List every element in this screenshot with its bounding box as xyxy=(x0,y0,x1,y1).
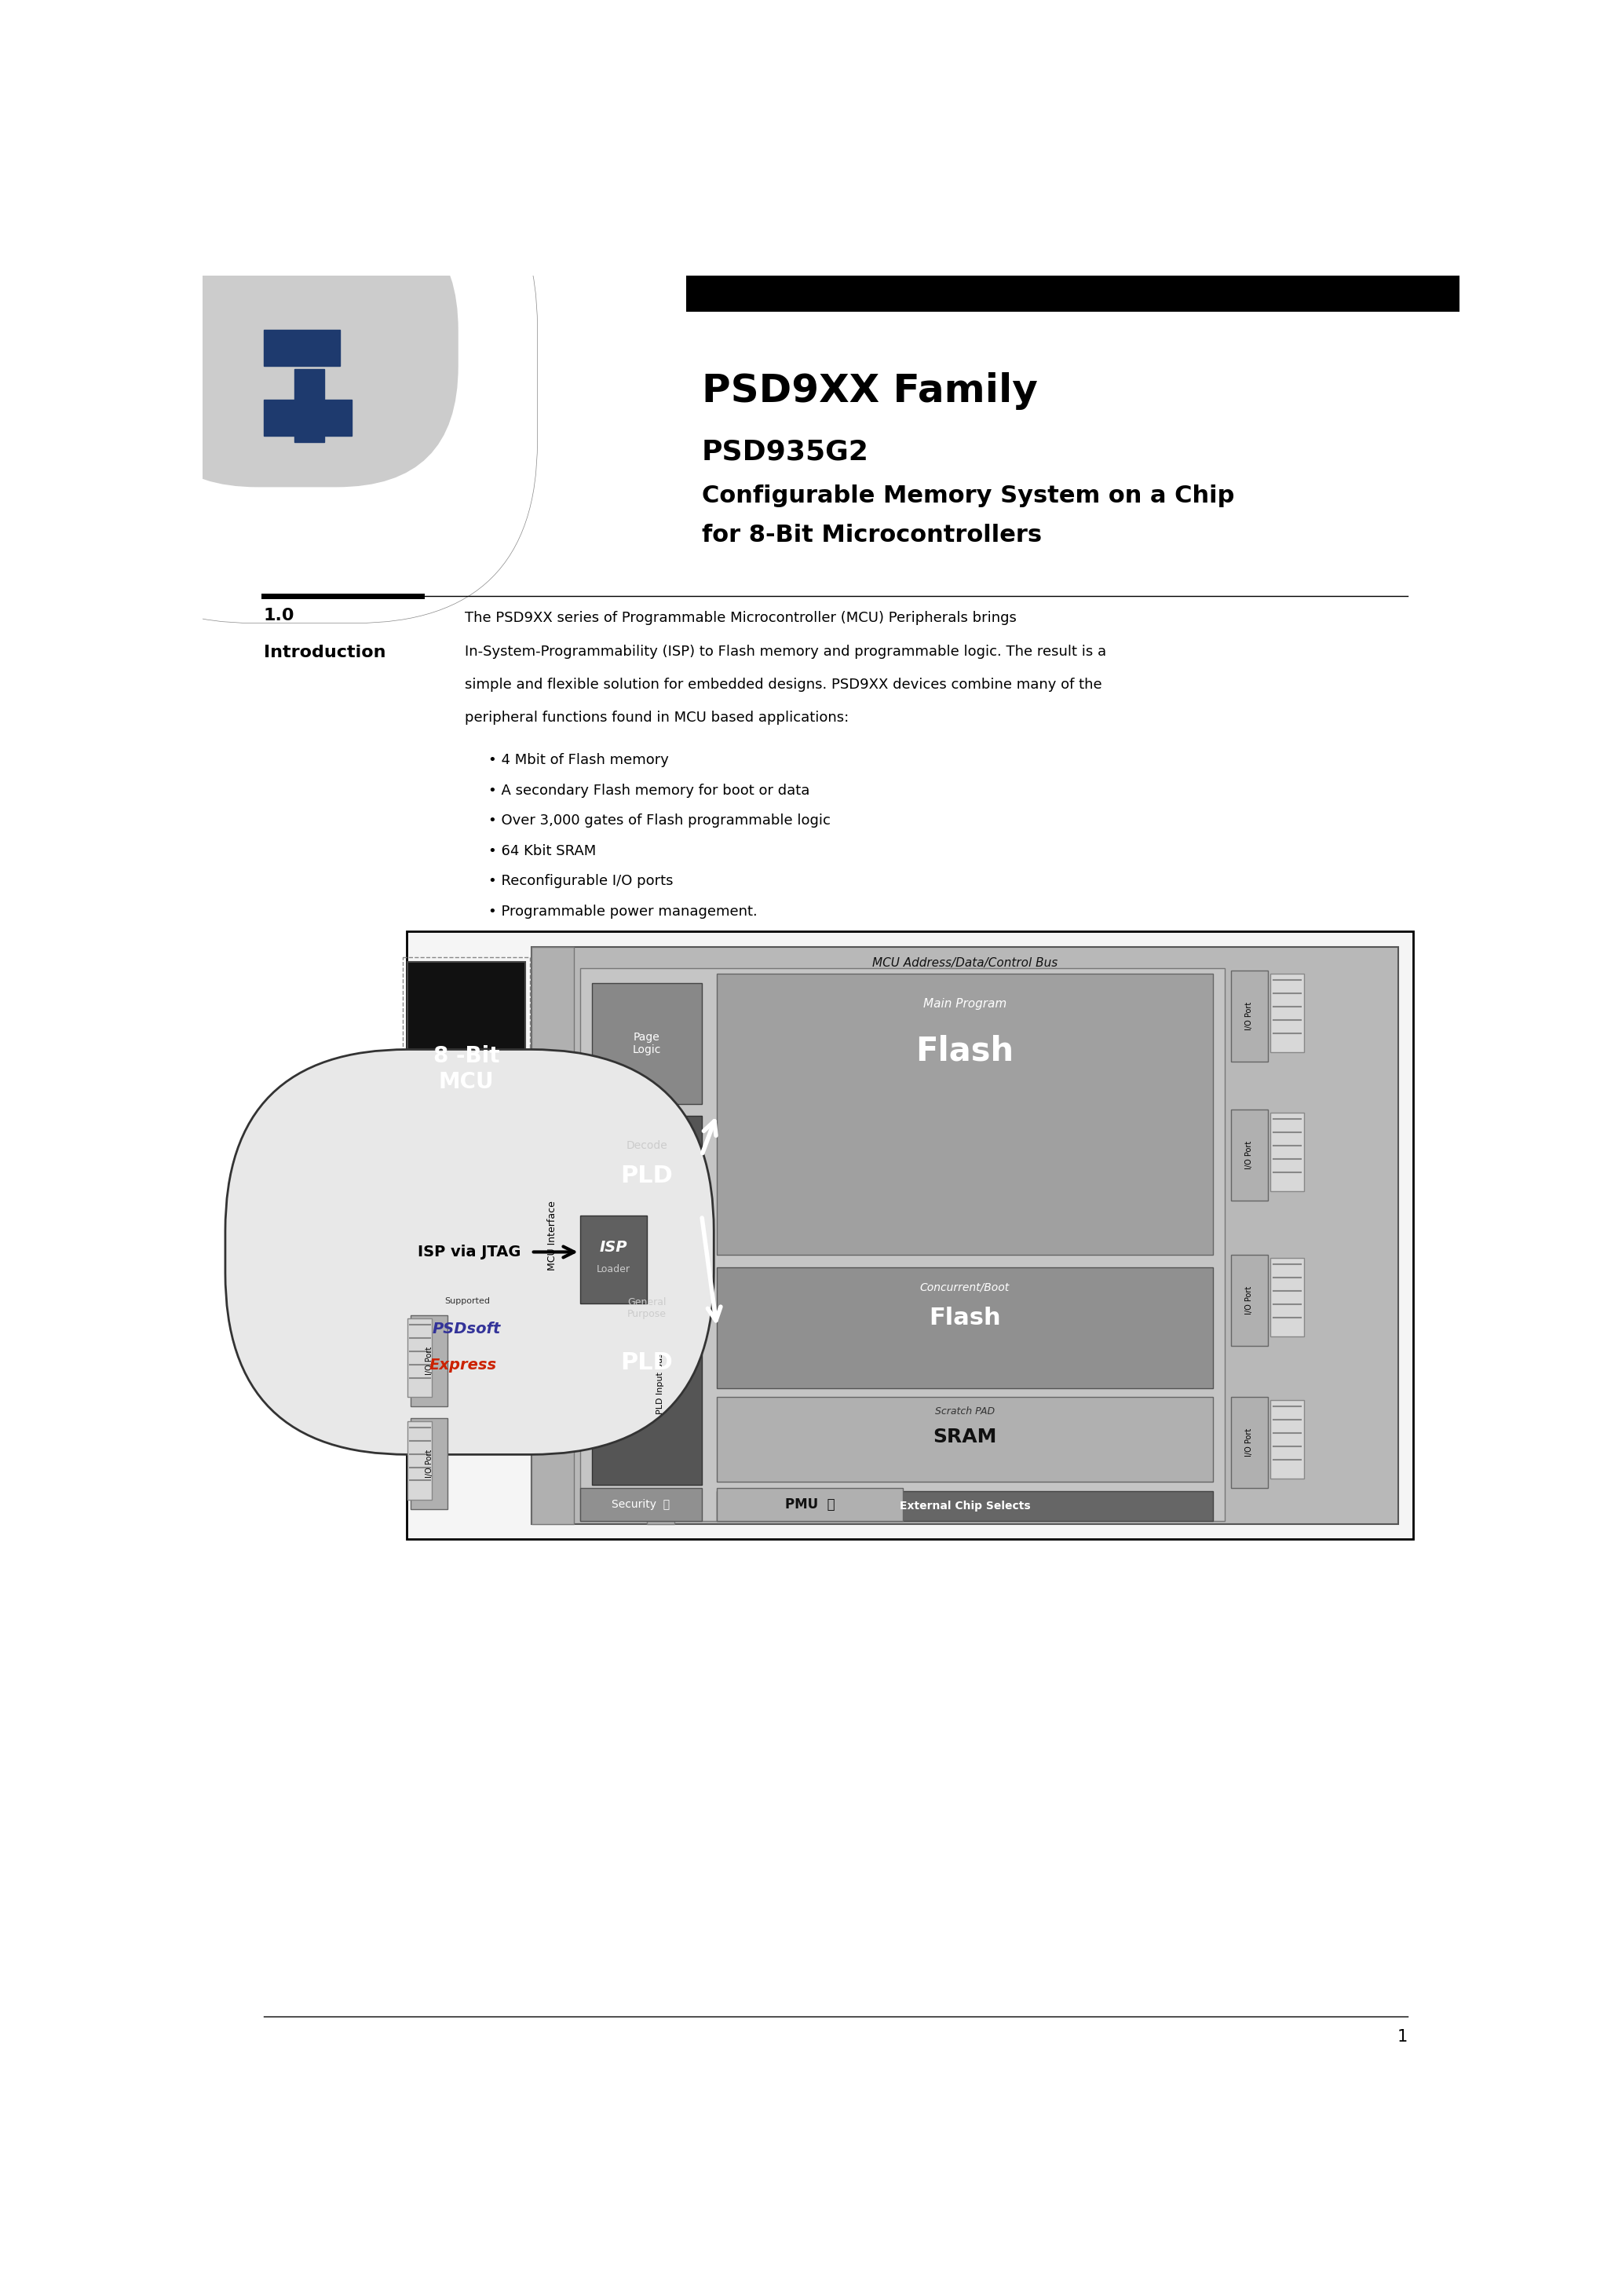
Polygon shape xyxy=(294,370,324,441)
Bar xyxy=(592,1116,702,1256)
Bar xyxy=(532,946,1398,1525)
Text: MCU Interface: MCU Interface xyxy=(548,1201,558,1270)
Bar xyxy=(581,1215,647,1304)
Text: Configurable Memory System on a Chip: Configurable Memory System on a Chip xyxy=(702,484,1234,507)
Text: • Programmable power management.: • Programmable power management. xyxy=(488,905,757,918)
Text: PSDsoft: PSDsoft xyxy=(431,1322,501,1336)
Text: • 4 Mbit of Flash memory: • 4 Mbit of Flash memory xyxy=(488,753,670,767)
Text: ISP via JTAG: ISP via JTAG xyxy=(418,1244,521,1261)
Text: peripheral functions found in MCU based applications:: peripheral functions found in MCU based … xyxy=(464,712,848,726)
Text: PLD: PLD xyxy=(621,1352,673,1375)
Bar xyxy=(1231,1396,1267,1488)
Text: 1.0: 1.0 xyxy=(264,608,295,625)
Bar xyxy=(1270,1401,1304,1479)
Text: Supported: Supported xyxy=(444,1297,490,1304)
Text: Decode: Decode xyxy=(626,1141,668,1150)
Bar xyxy=(717,1488,902,1520)
Text: Scratch PAD: Scratch PAD xyxy=(934,1405,994,1417)
Text: PSD9XX Family: PSD9XX Family xyxy=(702,372,1038,411)
Bar xyxy=(407,962,526,1176)
Text: General
Purpose: General Purpose xyxy=(628,1297,667,1320)
Text: Main Program: Main Program xyxy=(923,999,1007,1010)
Text: Flash: Flash xyxy=(929,1306,1001,1329)
Bar xyxy=(1270,1114,1304,1192)
Bar xyxy=(592,1279,702,1486)
Text: PMU  🔒: PMU 🔒 xyxy=(785,1497,835,1511)
Bar xyxy=(1231,1109,1267,1201)
Text: External Chip Selects: External Chip Selects xyxy=(900,1499,1030,1511)
Text: PSD935G2: PSD935G2 xyxy=(702,439,869,466)
Text: I/O Port: I/O Port xyxy=(425,1345,433,1375)
Text: Concurrent/Boot: Concurrent/Boot xyxy=(920,1281,1009,1293)
Bar xyxy=(410,1316,448,1405)
Text: 8 -Bit
MCU: 8 -Bit MCU xyxy=(433,1045,500,1093)
Bar xyxy=(402,957,530,1180)
Text: • Reconfigurable I/O ports: • Reconfigurable I/O ports xyxy=(488,875,673,889)
Text: PLD Input Bus: PLD Input Bus xyxy=(657,1352,665,1414)
Bar xyxy=(1270,1258,1304,1336)
Text: MCU Address/Data/Control Bus: MCU Address/Data/Control Bus xyxy=(873,957,1058,969)
Text: • A secondary Flash memory for boot or data: • A secondary Flash memory for boot or d… xyxy=(488,783,809,797)
Polygon shape xyxy=(264,331,339,367)
Polygon shape xyxy=(264,400,352,436)
Bar xyxy=(581,1488,702,1520)
Text: ISP: ISP xyxy=(600,1240,628,1256)
Bar xyxy=(686,276,1460,312)
Bar xyxy=(717,1396,1213,1481)
Text: I/O Port: I/O Port xyxy=(1246,1286,1254,1316)
Text: • Over 3,000 gates of Flash programmable logic: • Over 3,000 gates of Flash programmable… xyxy=(488,813,830,829)
Bar xyxy=(717,974,1213,1256)
Text: PLD: PLD xyxy=(621,1164,673,1187)
Bar xyxy=(407,932,1413,1538)
Text: I/O Port: I/O Port xyxy=(1246,1141,1254,1169)
Text: I/O Port: I/O Port xyxy=(425,1449,433,1479)
Text: Introduction: Introduction xyxy=(264,645,386,659)
Bar xyxy=(1231,971,1267,1061)
Bar xyxy=(717,1267,1213,1389)
Bar xyxy=(717,1490,1213,1520)
Bar xyxy=(581,969,1225,1520)
Text: for 8-Bit Microcontrollers: for 8-Bit Microcontrollers xyxy=(702,523,1041,546)
FancyBboxPatch shape xyxy=(136,209,459,487)
Bar xyxy=(410,1419,448,1508)
Text: Page
Logic: Page Logic xyxy=(633,1031,662,1056)
Bar xyxy=(1231,1256,1267,1345)
Bar xyxy=(407,1421,431,1499)
Text: Loader: Loader xyxy=(597,1265,631,1274)
Bar xyxy=(647,1242,675,1525)
Text: The PSD9XX series of Programmable Microcontroller (MCU) Peripherals brings: The PSD9XX series of Programmable Microc… xyxy=(464,611,1017,625)
Text: simple and flexible solution for embedded designs. PSD9XX devices combine many o: simple and flexible solution for embedde… xyxy=(464,677,1101,691)
Text: 1: 1 xyxy=(1397,2030,1408,2046)
Text: Express: Express xyxy=(430,1357,496,1373)
Bar xyxy=(592,983,702,1104)
Text: SRAM: SRAM xyxy=(933,1428,998,1446)
Text: • 64 Kbit SRAM: • 64 Kbit SRAM xyxy=(488,845,597,859)
Text: I/O Port: I/O Port xyxy=(1246,1001,1254,1031)
Text: In-System-Programmability (ISP) to Flash memory and programmable logic. The resu: In-System-Programmability (ISP) to Flash… xyxy=(464,645,1106,659)
Bar xyxy=(532,946,574,1525)
Bar xyxy=(407,1318,431,1396)
FancyBboxPatch shape xyxy=(225,1049,714,1456)
Text: Security  🔒: Security 🔒 xyxy=(611,1499,670,1511)
Bar xyxy=(1270,974,1304,1052)
Text: I/O Port: I/O Port xyxy=(1246,1428,1254,1456)
Text: Flash: Flash xyxy=(916,1033,1014,1068)
